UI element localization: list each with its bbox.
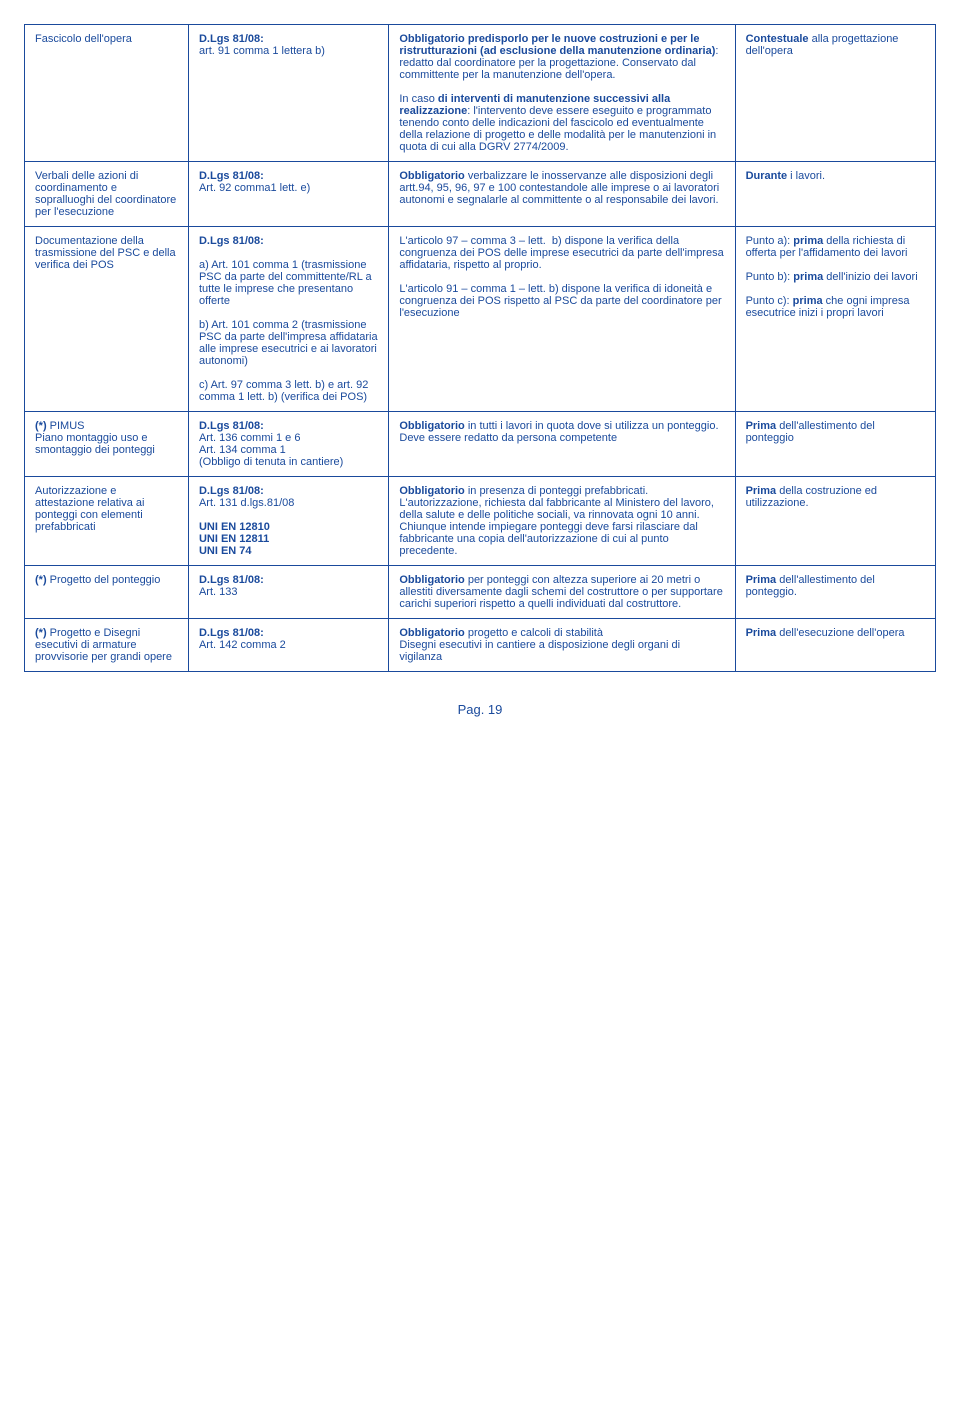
table-cell: L'articolo 97 – comma 3 – lett. b) dispo… (389, 227, 735, 412)
table-cell: (*) Progetto e Disegni esecutivi di arma… (25, 619, 189, 672)
table-cell: Prima della costruzione ed utilizzazione… (735, 477, 935, 566)
table-row: (*) PIMUSPiano montaggio uso e smontaggi… (25, 412, 936, 477)
table-cell: D.Lgs 81/08:Art. 92 comma1 lett. e) (188, 162, 388, 227)
table-cell: D.Lgs 81/08:Art. 131 d.lgs.81/08UNI EN 1… (188, 477, 388, 566)
table-cell: D.Lgs 81/08:Art. 133 (188, 566, 388, 619)
table-cell: Prima dell'allestimento del ponteggio. (735, 566, 935, 619)
table-cell: D.Lgs 81/08:Art. 142 comma 2 (188, 619, 388, 672)
table-row: Fascicolo dell'operaD.Lgs 81/08:art. 91 … (25, 25, 936, 162)
table-cell: Documentazione della trasmissione del PS… (25, 227, 189, 412)
table-cell: D.Lgs 81/08:a) Art. 101 comma 1 (trasmis… (188, 227, 388, 412)
table-cell: Punto a): prima della richiesta di offer… (735, 227, 935, 412)
table-cell: D.Lgs 81/08:art. 91 comma 1 lettera b) (188, 25, 388, 162)
table-cell: Verbali delle azioni di coordinamento e … (25, 162, 189, 227)
table-row: (*) Progetto del ponteggioD.Lgs 81/08:Ar… (25, 566, 936, 619)
regulation-table: Fascicolo dell'operaD.Lgs 81/08:art. 91 … (24, 24, 936, 672)
table-cell: Obbligatorio in tutti i lavori in quota … (389, 412, 735, 477)
table-cell: Obbligatorio verbalizzare le inosservanz… (389, 162, 735, 227)
table-row: Verbali delle azioni di coordinamento e … (25, 162, 936, 227)
table-cell: Prima dell'esecuzione dell'opera (735, 619, 935, 672)
table-cell: (*) Progetto del ponteggio (25, 566, 189, 619)
table-cell: Obbligatorio per ponteggi con altezza su… (389, 566, 735, 619)
table-cell: Contestuale alla progettazione dell'oper… (735, 25, 935, 162)
table-row: Documentazione della trasmissione del PS… (25, 227, 936, 412)
page-number: Pag. 19 (24, 702, 936, 717)
table-cell: Prima dell'allestimento del ponteggio (735, 412, 935, 477)
table-cell: Obbligatorio in presenza di ponteggi pre… (389, 477, 735, 566)
table-cell: Autorizzazione e attestazione relativa a… (25, 477, 189, 566)
table-cell: Obbligatorio progetto e calcoli di stabi… (389, 619, 735, 672)
table-row: Autorizzazione e attestazione relativa a… (25, 477, 936, 566)
table-cell: (*) PIMUSPiano montaggio uso e smontaggi… (25, 412, 189, 477)
table-cell: Obbligatorio predisporlo per le nuove co… (389, 25, 735, 162)
table-cell: Durante i lavori. (735, 162, 935, 227)
table-row: (*) Progetto e Disegni esecutivi di arma… (25, 619, 936, 672)
table-cell: Fascicolo dell'opera (25, 25, 189, 162)
table-cell: D.Lgs 81/08:Art. 136 commi 1 e 6Art. 134… (188, 412, 388, 477)
